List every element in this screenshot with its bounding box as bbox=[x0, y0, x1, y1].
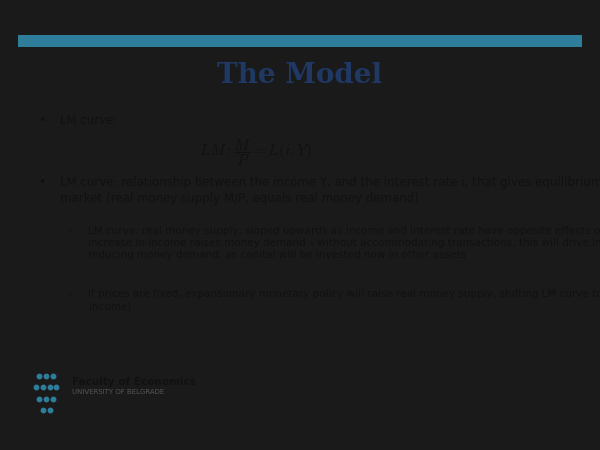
Text: LM curve: real money supply, sloped upwards as income and interest rate have opp: LM curve: real money supply, sloped upwa… bbox=[89, 225, 600, 261]
Text: –: – bbox=[69, 289, 74, 299]
Text: •: • bbox=[38, 176, 45, 189]
Text: $LM: \dfrac{M}{P} = L(i, Y)$: $LM: \dfrac{M}{P} = L(i, Y)$ bbox=[199, 137, 311, 168]
Text: The Model: The Model bbox=[217, 62, 383, 89]
Text: UNIVERSITY OF BELGRADE: UNIVERSITY OF BELGRADE bbox=[71, 389, 164, 395]
Text: LM curve:: LM curve: bbox=[60, 114, 118, 127]
Text: –: – bbox=[69, 225, 74, 236]
Bar bbox=[18, 35, 582, 47]
Text: LM curve: relationship between the income Y, and the interest rate i, that gives: LM curve: relationship between the incom… bbox=[60, 176, 600, 204]
Text: Faculty of Economics: Faculty of Economics bbox=[71, 377, 196, 387]
Text: •: • bbox=[38, 114, 45, 127]
Text: If prices are fixed, expansionary monetary policy will raise real money supply, : If prices are fixed, expansionary moneta… bbox=[89, 289, 600, 311]
